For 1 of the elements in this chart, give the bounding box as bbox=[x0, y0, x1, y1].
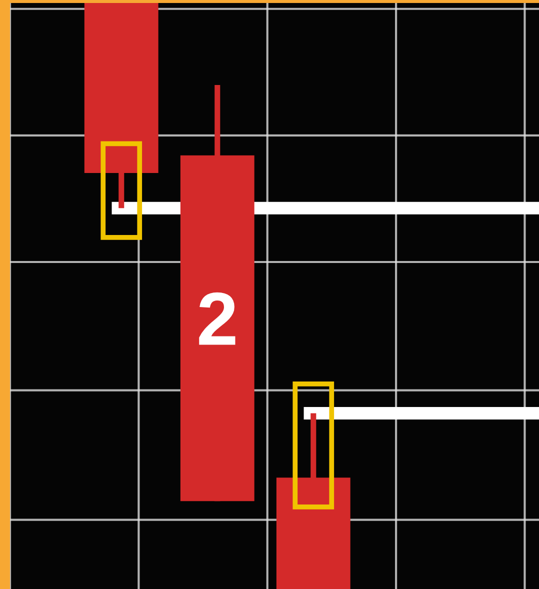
annotation: 2 bbox=[199, 292, 236, 345]
